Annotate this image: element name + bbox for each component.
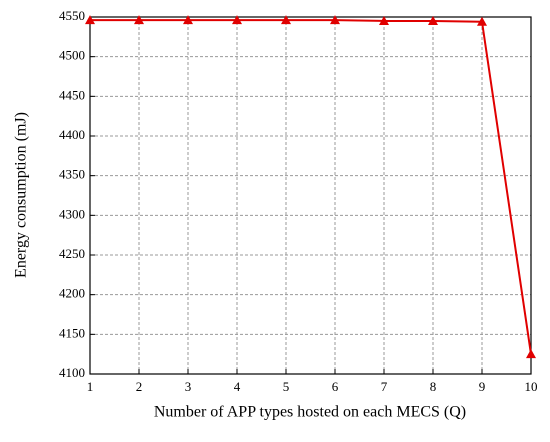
x-tick-label: 8 bbox=[430, 379, 437, 394]
y-tick-label: 4450 bbox=[59, 87, 85, 102]
y-tick-label: 4300 bbox=[59, 206, 85, 221]
x-tick-label: 1 bbox=[87, 379, 94, 394]
y-axis-label: Energy consumption (mJ) bbox=[13, 112, 30, 278]
y-tick-label: 4550 bbox=[59, 8, 85, 23]
x-tick-label: 4 bbox=[234, 379, 241, 394]
data-line bbox=[90, 19, 532, 355]
y-tick-label: 4250 bbox=[59, 246, 85, 261]
x-tick-label: 2 bbox=[136, 379, 143, 394]
data-marker bbox=[428, 15, 438, 25]
x-tick-label: 10 bbox=[525, 379, 538, 394]
plot-frame bbox=[89, 16, 532, 375]
y-tick-label: 4500 bbox=[59, 48, 85, 63]
data-marker bbox=[477, 16, 487, 26]
x-tick-label: 7 bbox=[381, 379, 388, 394]
x-axis-label: Number of APP types hosted on each MECS … bbox=[154, 404, 466, 421]
y-tick-label: 4400 bbox=[59, 127, 85, 142]
x-tick-label: 6 bbox=[332, 379, 339, 394]
data-marker bbox=[183, 15, 193, 25]
x-tick-label: 9 bbox=[479, 379, 486, 394]
data-marker bbox=[330, 15, 340, 25]
y-tick-label: 4200 bbox=[59, 286, 85, 301]
data-marker bbox=[526, 349, 536, 359]
data-marker bbox=[379, 15, 389, 25]
data-marker bbox=[134, 15, 144, 25]
y-tick-label: 4150 bbox=[59, 325, 85, 340]
data-marker bbox=[281, 15, 291, 25]
data-marker bbox=[232, 15, 242, 25]
x-tick-label: 5 bbox=[283, 379, 290, 394]
x-tick-label: 3 bbox=[185, 379, 192, 394]
y-tick-label: 4100 bbox=[59, 365, 85, 380]
data-marker bbox=[85, 15, 95, 25]
y-tick-label: 4350 bbox=[59, 167, 85, 182]
